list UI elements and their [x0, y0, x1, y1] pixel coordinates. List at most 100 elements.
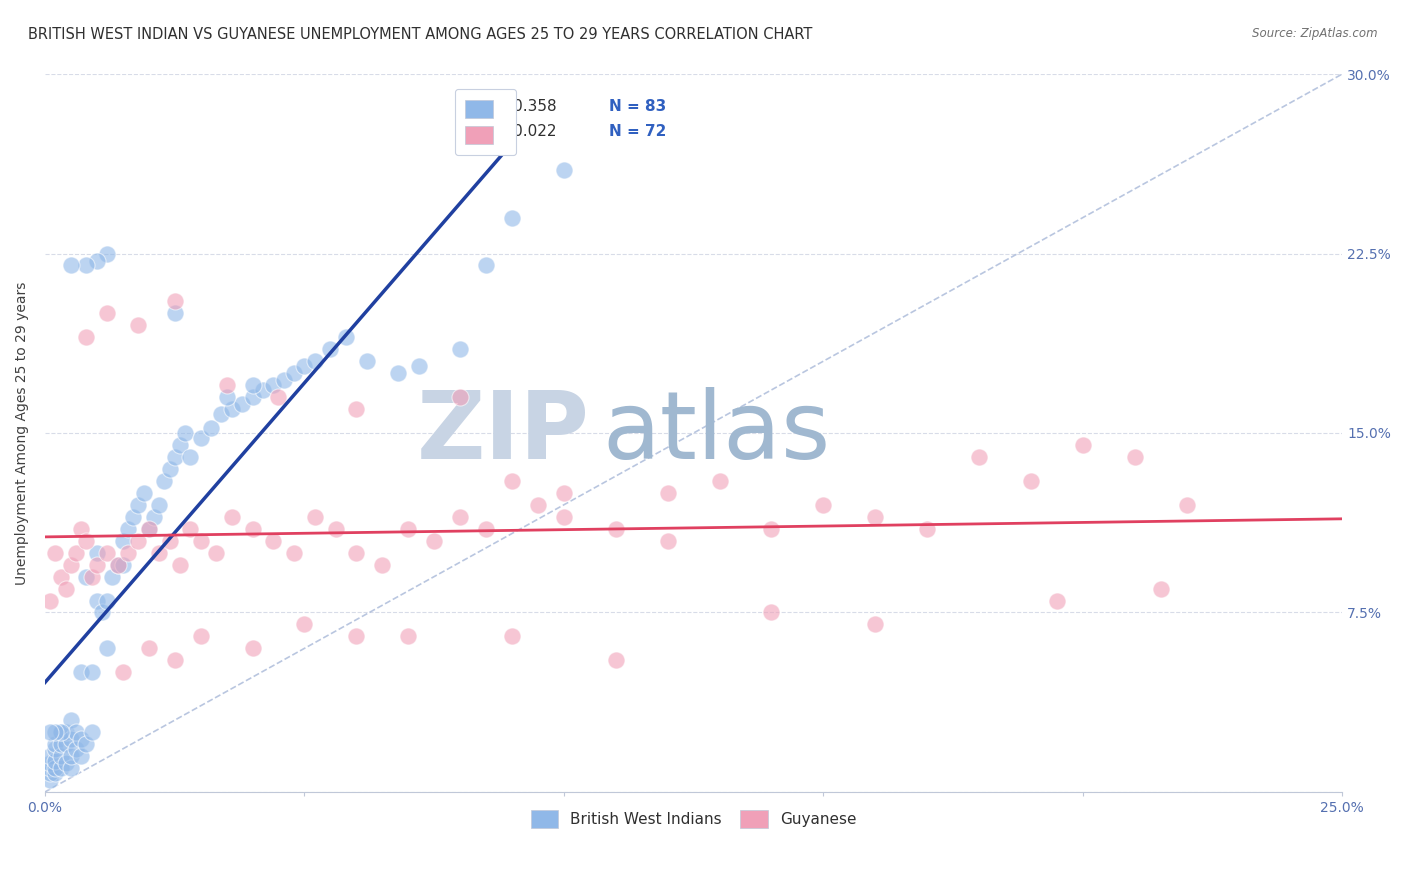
Point — [190, 431, 212, 445]
Point — [55, 756, 77, 771]
Point — [967, 450, 990, 464]
Point — [1175, 498, 1198, 512]
Point — [283, 366, 305, 380]
Point — [501, 474, 523, 488]
Point — [221, 509, 243, 524]
Point — [86, 546, 108, 560]
Point — [76, 533, 98, 548]
Point — [761, 606, 783, 620]
Point — [163, 294, 186, 309]
Point — [44, 725, 66, 739]
Point — [169, 558, 191, 572]
Point — [96, 593, 118, 607]
Point — [49, 749, 72, 764]
Point — [449, 390, 471, 404]
Legend: British West Indians, Guyanese: British West Indians, Guyanese — [524, 804, 863, 835]
Point — [865, 617, 887, 632]
Point — [605, 653, 627, 667]
Point — [169, 438, 191, 452]
Point — [49, 725, 72, 739]
Text: R = 0.358: R = 0.358 — [479, 99, 557, 114]
Point — [553, 162, 575, 177]
Point — [553, 485, 575, 500]
Point — [449, 343, 471, 357]
Point — [117, 546, 139, 560]
Point — [132, 485, 155, 500]
Text: R = 0.022: R = 0.022 — [479, 124, 555, 139]
Point — [449, 509, 471, 524]
Point — [231, 397, 253, 411]
Point — [39, 725, 62, 739]
Point — [80, 665, 103, 680]
Point — [44, 761, 66, 775]
Y-axis label: Unemployment Among Ages 25 to 29 years: Unemployment Among Ages 25 to 29 years — [15, 281, 30, 584]
Point — [127, 498, 149, 512]
Point — [59, 761, 82, 775]
Point — [527, 498, 550, 512]
Point — [709, 474, 731, 488]
Point — [96, 306, 118, 320]
Point — [44, 754, 66, 768]
Point — [59, 732, 82, 747]
Text: ZIP: ZIP — [418, 387, 591, 479]
Point — [387, 366, 409, 380]
Point — [1149, 582, 1171, 596]
Point — [501, 211, 523, 225]
Point — [262, 378, 284, 392]
Point — [1071, 438, 1094, 452]
Point — [294, 359, 316, 373]
Point — [76, 330, 98, 344]
Point — [59, 749, 82, 764]
Point — [163, 450, 186, 464]
Point — [190, 629, 212, 643]
Point — [59, 259, 82, 273]
Point — [344, 629, 367, 643]
Text: Source: ZipAtlas.com: Source: ZipAtlas.com — [1253, 27, 1378, 40]
Point — [242, 390, 264, 404]
Point — [65, 742, 87, 756]
Point — [49, 737, 72, 751]
Point — [80, 725, 103, 739]
Point — [138, 522, 160, 536]
Text: BRITISH WEST INDIAN VS GUYANESE UNEMPLOYMENT AMONG AGES 25 TO 29 YEARS CORRELATI: BRITISH WEST INDIAN VS GUYANESE UNEMPLOY… — [28, 27, 813, 42]
Point — [1046, 593, 1069, 607]
Point — [55, 725, 77, 739]
Point — [174, 425, 197, 440]
Point — [215, 378, 238, 392]
Point — [39, 593, 62, 607]
Point — [70, 732, 93, 747]
Point — [262, 533, 284, 548]
Point — [396, 629, 419, 643]
Point — [70, 522, 93, 536]
Point — [657, 485, 679, 500]
Point — [242, 641, 264, 656]
Point — [501, 629, 523, 643]
Point — [70, 749, 93, 764]
Point — [111, 558, 134, 572]
Point — [59, 713, 82, 727]
Point — [1019, 474, 1042, 488]
Point — [39, 749, 62, 764]
Point — [44, 737, 66, 751]
Point — [86, 593, 108, 607]
Point — [252, 383, 274, 397]
Point — [55, 582, 77, 596]
Point — [865, 509, 887, 524]
Point — [148, 498, 170, 512]
Point — [65, 546, 87, 560]
Point — [605, 522, 627, 536]
Point — [304, 509, 326, 524]
Point — [107, 558, 129, 572]
Point — [127, 533, 149, 548]
Point — [423, 533, 446, 548]
Point — [117, 522, 139, 536]
Text: N = 72: N = 72 — [609, 124, 666, 139]
Point — [76, 569, 98, 583]
Point — [335, 330, 357, 344]
Point — [915, 522, 938, 536]
Point — [179, 450, 201, 464]
Point — [59, 558, 82, 572]
Point — [39, 756, 62, 771]
Point — [70, 665, 93, 680]
Point — [111, 665, 134, 680]
